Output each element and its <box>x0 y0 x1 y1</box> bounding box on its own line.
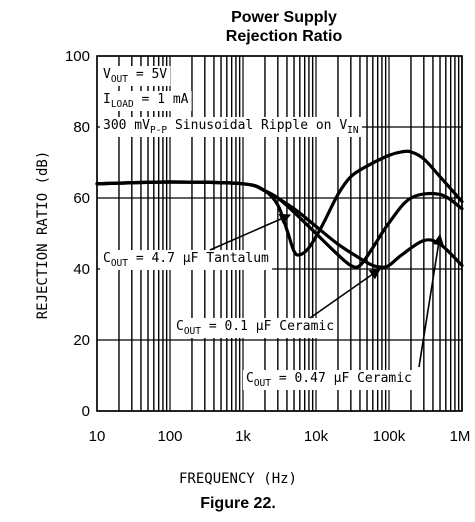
x-tick-label: 100k <box>373 428 406 445</box>
plot-grid <box>96 55 463 412</box>
y-tick-label: 60 <box>73 190 90 207</box>
series-line-1 <box>95 149 464 257</box>
arrow-047uf-ceramic <box>418 233 444 368</box>
chart-title-line1: Power Supply <box>231 9 337 26</box>
x-tick-label: 10 <box>89 428 106 445</box>
series-label-01uf-ceramic: COUT = 0.1 µF Ceramic <box>176 319 334 337</box>
condition-iload-bg <box>100 91 192 111</box>
plot-frame <box>96 55 463 412</box>
condition-iload: ILOAD = 1 mA <box>103 92 189 110</box>
y-tick-label: 40 <box>73 261 90 278</box>
series-label-01uf-ceramic-bg <box>173 318 338 338</box>
series-label-tantalum-bg <box>100 250 273 270</box>
x-axis-label: FREQUENCY (Hz) <box>179 471 297 487</box>
condition-vout: VOUT = 5V <box>103 67 167 85</box>
y-tick-label: 80 <box>73 119 90 136</box>
x-tick-label: 100 <box>157 428 182 445</box>
y-tick-label: 0 <box>82 403 90 420</box>
arrow-tantalum <box>209 213 292 251</box>
y-tick-label: 20 <box>73 332 90 349</box>
x-tick-label: 1k <box>235 428 251 445</box>
annotation-group: VOUT = 5V ILOAD = 1 mA 300 mVP-P Sinusoida… <box>100 66 444 390</box>
series-label-tantalum: COUT = 4.7 µF Tantalum <box>103 251 269 269</box>
chart-title-line2: Rejection Ratio <box>226 28 343 45</box>
series-label-047uf-ceramic: COUT = 0.47 µF Ceramic <box>246 371 412 389</box>
y-axis-label: REJECTION RATIO (dB) <box>35 151 51 320</box>
x-tick-label: 1M <box>450 428 471 445</box>
condition-ripple-bg <box>100 117 362 137</box>
condition-ripple: 300 mVP-P Sinusoidal Ripple on VIN <box>103 118 359 136</box>
series-label-047uf-ceramic-bg <box>243 370 415 390</box>
y-tick-label: 100 <box>65 48 90 65</box>
x-tick-label: 10k <box>304 428 329 445</box>
series-group <box>95 149 464 269</box>
condition-vout-bg <box>100 66 171 86</box>
series-line-3 <box>95 180 464 269</box>
figure-caption: Figure 22. <box>200 495 276 512</box>
arrow-01uf-ceramic <box>309 268 381 319</box>
tick-labels: 10 100 1k 10k 100k 1M 0 20 40 60 80 100 <box>65 48 470 445</box>
